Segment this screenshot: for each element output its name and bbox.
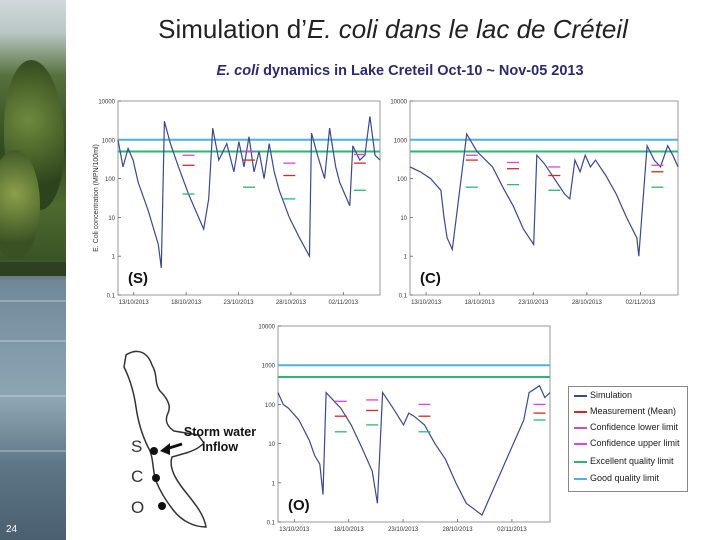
y-tick-label: 1000 xyxy=(394,138,408,144)
water-ripple xyxy=(0,300,66,302)
panel-label: (C) xyxy=(420,270,441,287)
y-tick-label: 10000 xyxy=(98,100,115,106)
y-tick-label: 1000 xyxy=(102,138,116,144)
y-tick-label: 1000 xyxy=(262,364,276,370)
y-tick-label: 1 xyxy=(404,255,408,261)
y-tick-label: 1 xyxy=(112,255,116,261)
lake-outline xyxy=(123,350,207,528)
lake-map xyxy=(123,350,207,528)
y-tick-label: 1 xyxy=(272,481,276,487)
storm-water-label: Storm water inflow xyxy=(178,425,262,455)
site-c-marker xyxy=(152,474,160,482)
chart-title: E. coli dynamics in Lake Creteil Oct-10 … xyxy=(100,63,700,79)
y-axis-label: E. Coli concentration (MPN/100ml) xyxy=(93,144,100,252)
x-tick-label: 28/10/2013 xyxy=(276,300,307,306)
x-tick-label: 18/10/2013 xyxy=(334,527,365,533)
x-tick-label: 23/10/2013 xyxy=(224,300,255,306)
x-tick-label: 02/11/2013 xyxy=(329,300,359,306)
site-o-marker xyxy=(158,502,166,510)
plot-area xyxy=(117,100,381,296)
slide-title: Simulation d’E. coli dans le lac de Crét… xyxy=(66,14,720,45)
chart-title-rest: dynamics in Lake Creteil Oct-10 ~ Nov-05… xyxy=(259,63,584,79)
legend-item-upper: Confidence upper limit xyxy=(569,437,687,451)
chart-panel-o: 10000 1000 100 10 1 0.113/10/2013 18/10/2013 23… xyxy=(258,325,551,533)
x-tick-label: 02/11/2013 xyxy=(497,527,527,533)
panel-label: (O) xyxy=(288,497,310,514)
water-ripple xyxy=(0,395,66,397)
y-tick-label: 100 xyxy=(105,177,116,183)
x-tick-label: 23/10/2013 xyxy=(388,527,419,533)
x-tick-label: 18/10/2013 xyxy=(465,300,496,306)
legend-item-good: Good quality limit xyxy=(569,472,687,486)
water-ripple xyxy=(0,450,66,452)
x-tick-label: 28/10/2013 xyxy=(443,527,474,533)
storm-inflow-arrowhead xyxy=(160,443,170,455)
simulation-line xyxy=(409,132,679,257)
legend-label: Measurement (Mean) xyxy=(590,406,677,416)
legend-swatch xyxy=(574,443,587,445)
x-tick-label: 13/10/2013 xyxy=(119,300,150,306)
legend-label: Confidence lower limit xyxy=(590,422,679,432)
chart-panel-s: 10000 1000 100 10 1 0.113/10/2013 18/10/2013 23… xyxy=(93,100,381,306)
y-tick-label: 100 xyxy=(397,177,408,183)
lake-photo xyxy=(0,0,66,540)
page-number: 24 xyxy=(6,524,18,535)
water-ripple xyxy=(0,340,66,342)
legend-item-mean: Measurement (Mean) xyxy=(569,405,687,419)
y-tick-label: 0.1 xyxy=(399,294,408,300)
shoreline xyxy=(0,262,66,276)
title-prefix: Simulation d’ xyxy=(158,14,308,44)
legend-item-lower: Confidence lower limit xyxy=(569,421,687,435)
simulation-line xyxy=(117,116,381,268)
chart-title-italic: E. coli xyxy=(216,63,260,79)
y-tick-label: 10 xyxy=(268,442,275,448)
y-tick-label: 100 xyxy=(265,403,276,409)
legend-item-excellent: Excellent quality limit xyxy=(569,455,687,469)
legend-swatch xyxy=(574,461,587,463)
x-tick-label: 13/10/2013 xyxy=(411,300,442,306)
chart-panel-c: 10000 1000 100 10 1 0.113/10/2013 18/10/2013 23… xyxy=(390,100,679,306)
chart-legend: Simulation Measurement (Mean) Confidence… xyxy=(568,386,688,492)
plot-area xyxy=(409,100,679,296)
legend-swatch xyxy=(574,411,587,413)
legend-label: Simulation xyxy=(590,390,633,400)
legend-swatch xyxy=(574,478,587,480)
site-s-label: S xyxy=(131,437,143,456)
simulation-line xyxy=(277,384,551,517)
title-italic: E. coli dans le lac de Créteil xyxy=(307,14,628,44)
y-tick-label: 10 xyxy=(400,216,407,222)
x-tick-label: 28/10/2013 xyxy=(572,300,603,306)
legend-label: Confidence upper limit xyxy=(590,438,680,448)
x-tick-label: 23/10/2013 xyxy=(518,300,549,306)
legend-swatch xyxy=(574,395,587,397)
y-tick-label: 10 xyxy=(108,216,115,222)
plot-area xyxy=(277,325,551,523)
y-tick-label: 0.1 xyxy=(267,521,276,527)
site-o-label: O xyxy=(131,498,145,517)
legend-label: Excellent quality limit xyxy=(590,456,674,466)
y-tick-label: 0.1 xyxy=(107,294,116,300)
storm-water-line1: Storm water xyxy=(183,425,257,439)
x-tick-label: 18/10/2013 xyxy=(171,300,202,306)
legend-item-simulation: Simulation xyxy=(569,389,687,403)
site-c-label: C xyxy=(131,467,144,486)
site-s-marker xyxy=(150,447,158,455)
x-tick-label: 13/10/2013 xyxy=(279,527,310,533)
tree-foliage-lower xyxy=(0,150,40,260)
storm-water-line2: inflow xyxy=(201,440,239,454)
legend-label: Good quality limit xyxy=(590,473,660,483)
x-tick-label: 02/11/2013 xyxy=(626,300,656,306)
y-tick-label: 10000 xyxy=(390,100,407,106)
panel-label: (S) xyxy=(128,270,148,287)
y-tick-label: 10000 xyxy=(258,325,275,331)
legend-swatch xyxy=(574,427,587,429)
